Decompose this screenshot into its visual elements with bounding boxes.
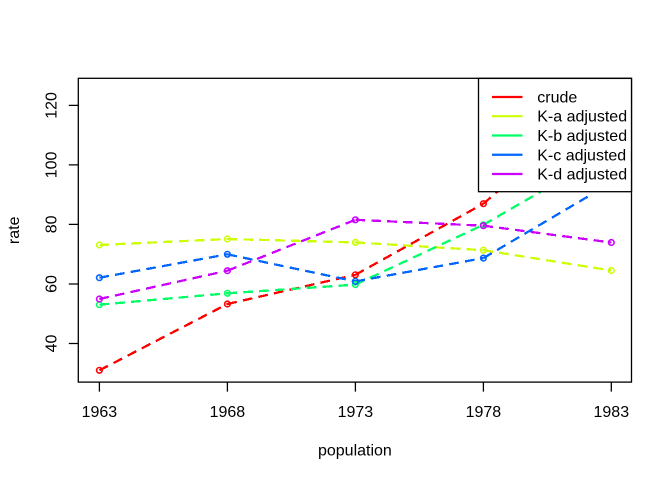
svg-text:rate: rate xyxy=(6,216,23,244)
svg-text:1973: 1973 xyxy=(338,404,374,421)
svg-text:1963: 1963 xyxy=(82,404,118,421)
svg-text:80: 80 xyxy=(44,215,61,233)
svg-text:K-a adjusted: K-a adjusted xyxy=(537,109,627,126)
svg-text:1983: 1983 xyxy=(594,404,630,421)
svg-text:1978: 1978 xyxy=(466,404,502,421)
svg-text:60: 60 xyxy=(44,275,61,293)
svg-text:K-d adjusted: K-d adjusted xyxy=(537,167,627,184)
svg-text:population: population xyxy=(318,443,392,460)
svg-text:100: 100 xyxy=(44,151,61,178)
svg-text:120: 120 xyxy=(44,92,61,119)
svg-text:crude: crude xyxy=(537,90,577,107)
svg-text:K-c adjusted: K-c adjusted xyxy=(537,147,626,164)
svg-text:1968: 1968 xyxy=(210,404,246,421)
svg-text:40: 40 xyxy=(44,335,61,353)
svg-text:K-b adjusted: K-b adjusted xyxy=(537,128,627,145)
